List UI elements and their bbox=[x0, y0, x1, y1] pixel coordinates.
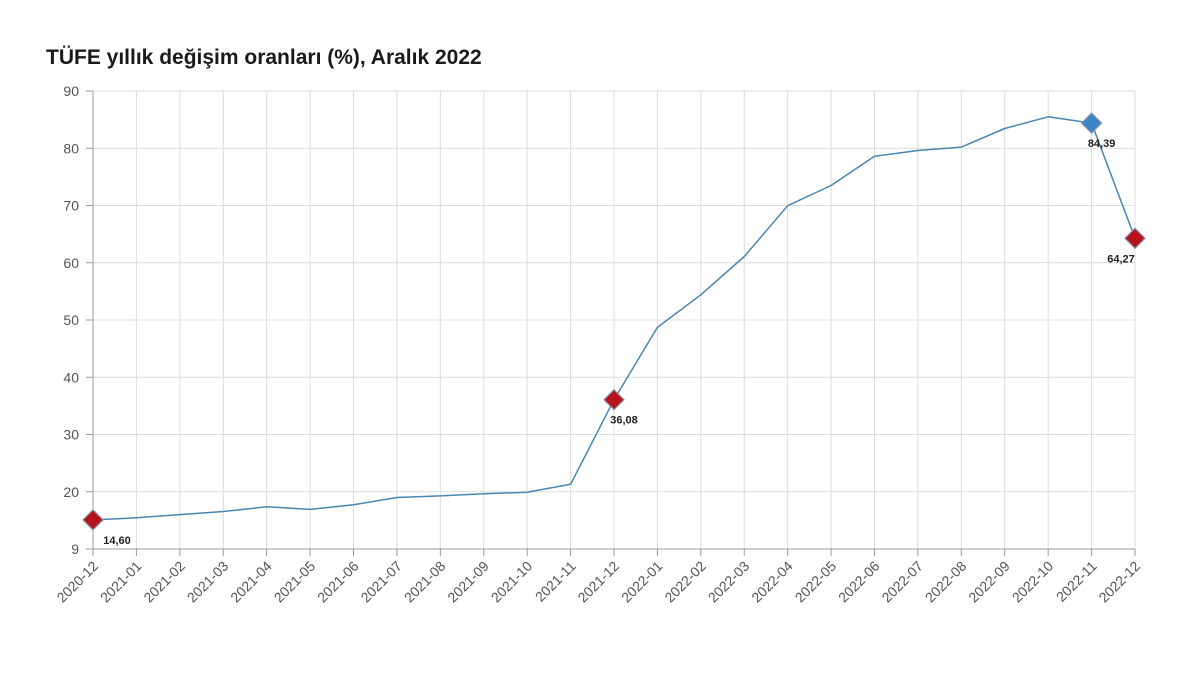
x-tick-label: 2022-02 bbox=[661, 558, 709, 606]
axes bbox=[86, 90, 1136, 556]
x-tick-label: 2021-12 bbox=[574, 558, 622, 606]
x-tick-label: 2021-11 bbox=[532, 558, 579, 605]
y-tick-label: 20 bbox=[63, 484, 79, 500]
y-tick-label: 90 bbox=[63, 83, 79, 99]
y-tick-label: 40 bbox=[63, 369, 79, 385]
y-tick-label: 50 bbox=[63, 312, 79, 328]
x-tick-label: 2021-09 bbox=[444, 558, 492, 606]
x-tick-label: 2022-04 bbox=[748, 558, 796, 606]
x-tick-label: 2021-04 bbox=[227, 558, 275, 606]
x-tick-label: 2021-06 bbox=[314, 558, 362, 606]
x-tick-label: 2022-08 bbox=[922, 558, 970, 606]
x-tick-label: 2022-05 bbox=[792, 558, 840, 606]
x-tick-label: 2021-07 bbox=[357, 558, 405, 606]
x-tick-label: 2021-10 bbox=[488, 558, 536, 606]
grid bbox=[92, 90, 1136, 550]
y-tick-label: 70 bbox=[63, 198, 79, 214]
x-tick-label: 2021-02 bbox=[140, 558, 188, 606]
x-tick-label: 2021-01 bbox=[97, 558, 145, 606]
x-tick-label: 2021-03 bbox=[184, 558, 232, 606]
data-label: 14,60 bbox=[103, 535, 131, 547]
y-tick-label: 30 bbox=[63, 427, 79, 443]
data-labels: 14,60 36,08 84,39 64,27 bbox=[103, 138, 1135, 547]
x-tick-label: 2022-01 bbox=[618, 558, 666, 606]
highlight-marker bbox=[82, 509, 104, 531]
data-label: 36,08 bbox=[610, 415, 638, 427]
x-tick-label: 2022-12 bbox=[1095, 558, 1143, 606]
x-tick-label: 2020-12 bbox=[53, 558, 101, 606]
x-tick-label: 2022-07 bbox=[878, 558, 926, 606]
highlight-markers bbox=[82, 112, 1146, 531]
chart-title: TÜFE yıllık değişim oranları (%), Aralık… bbox=[46, 46, 482, 69]
x-tick-label: 2021-08 bbox=[401, 558, 449, 606]
x-tick-label: 2022-10 bbox=[1009, 558, 1057, 606]
y-tick-label: 80 bbox=[63, 140, 79, 156]
data-label: 84,39 bbox=[1088, 138, 1116, 150]
highlight-marker bbox=[1124, 227, 1146, 250]
x-tick-label: 2022-03 bbox=[705, 558, 753, 606]
x-tick-label: 2022-06 bbox=[835, 558, 883, 606]
x-tick-label: 2022-09 bbox=[965, 558, 1013, 606]
y-tick-label: 60 bbox=[63, 255, 79, 271]
y-tick-label: 9 bbox=[71, 541, 79, 557]
y-axis-ticks: 9 20 30 40 50 60 70 80 90 bbox=[63, 83, 79, 557]
x-axis-ticks: 2020-122021-012021-022021-032021-042021-… bbox=[53, 558, 1143, 606]
highlight-marker bbox=[1080, 112, 1103, 134]
highlight-marker bbox=[603, 388, 625, 411]
data-label: 64,27 bbox=[1107, 253, 1135, 265]
x-tick-label: 2022-11 bbox=[1053, 558, 1100, 605]
x-tick-label: 2021-05 bbox=[271, 558, 319, 606]
